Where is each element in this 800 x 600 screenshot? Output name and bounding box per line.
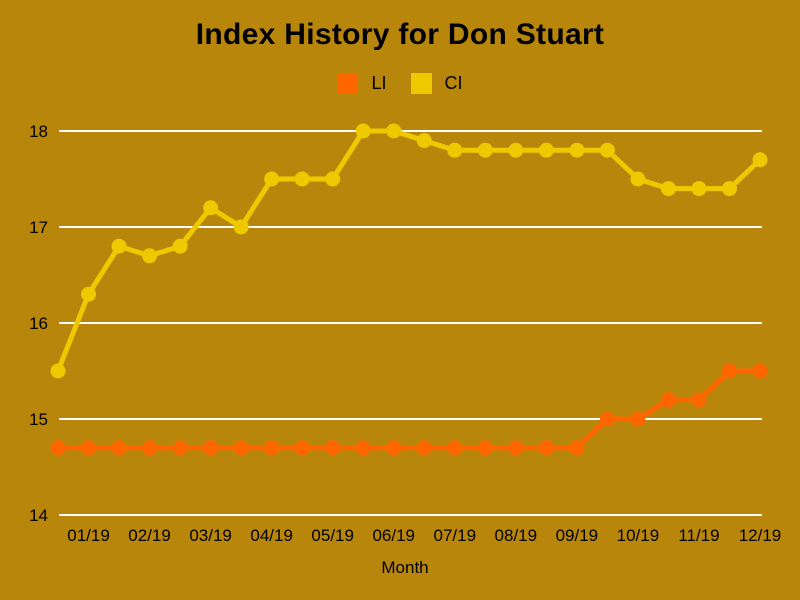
data-point-ci <box>752 152 768 168</box>
data-point-li <box>264 440 280 456</box>
data-point-li <box>569 440 585 456</box>
x-tick-label: 02/19 <box>128 526 171 545</box>
x-tick-label: 10/19 <box>617 526 660 545</box>
data-point-li <box>172 440 188 456</box>
data-point-li <box>752 363 768 379</box>
data-point-li <box>386 440 402 456</box>
data-point-li <box>325 440 341 456</box>
data-point-li <box>203 440 219 456</box>
data-point-li <box>142 440 158 456</box>
data-point-li <box>599 411 615 427</box>
data-point-ci <box>721 181 737 197</box>
legend-item-li: LI <box>337 73 387 94</box>
data-point-li <box>50 440 66 456</box>
data-point-ci <box>538 142 554 158</box>
data-point-ci <box>599 142 615 158</box>
data-point-ci <box>111 238 127 254</box>
data-point-li <box>111 440 127 456</box>
data-point-li <box>294 440 310 456</box>
y-tick-label: 18 <box>29 122 48 141</box>
series-line-li <box>58 368 760 451</box>
data-point-li <box>538 440 554 456</box>
data-point-ci <box>325 171 341 187</box>
data-point-li <box>691 392 707 408</box>
y-tick-label: 16 <box>29 314 48 333</box>
data-point-li <box>81 440 97 456</box>
data-point-ci <box>660 181 676 197</box>
legend-swatch-li-icon <box>337 73 359 94</box>
x-axis-title: Month <box>381 558 428 577</box>
data-point-ci <box>386 123 402 139</box>
x-tick-label: 11/19 <box>678 526 719 545</box>
x-tick-label: 01/19 <box>67 526 110 545</box>
data-point-ci <box>172 238 188 254</box>
data-point-li <box>721 363 737 379</box>
x-tick-label: 05/19 <box>311 526 354 545</box>
data-point-ci <box>294 171 310 187</box>
legend-label-li: LI <box>371 73 387 93</box>
x-tick-label: 03/19 <box>189 526 232 545</box>
data-point-li <box>508 440 524 456</box>
data-point-ci <box>569 142 585 158</box>
data-point-li <box>477 440 493 456</box>
chart-title: Index History for Don Stuart <box>195 18 605 51</box>
x-tick-label: 08/19 <box>495 526 538 545</box>
data-point-li <box>630 411 646 427</box>
y-tick-label: 17 <box>29 218 48 237</box>
data-point-li <box>355 440 371 456</box>
legend: LI CI <box>0 73 800 94</box>
x-tick-label: 04/19 <box>250 526 293 545</box>
data-point-ci <box>142 248 158 264</box>
data-point-li <box>233 440 249 456</box>
legend-label-ci: CI <box>444 73 463 93</box>
series-line-ci <box>55 128 762 372</box>
data-point-ci <box>416 133 432 149</box>
x-tick-label: 12/19 <box>739 526 782 545</box>
data-point-li <box>447 440 463 456</box>
data-point-ci <box>447 142 463 158</box>
data-point-ci <box>508 142 524 158</box>
y-tick-label: 15 <box>29 410 48 429</box>
data-point-ci <box>50 363 66 379</box>
data-point-ci <box>81 286 97 302</box>
legend-swatch-ci-icon <box>410 73 432 94</box>
data-point-ci <box>355 123 371 139</box>
x-tick-label: 09/19 <box>556 526 599 545</box>
data-point-ci <box>264 171 280 187</box>
data-point-li <box>660 392 676 408</box>
x-tick-label: 06/19 <box>372 526 415 545</box>
data-point-ci <box>691 181 707 197</box>
x-tick-label: 07/19 <box>434 526 477 545</box>
data-point-ci <box>203 200 219 216</box>
data-point-ci <box>233 219 249 235</box>
legend-item-ci: CI <box>410 73 463 94</box>
data-point-ci <box>630 171 646 187</box>
data-point-ci <box>477 142 493 158</box>
y-tick-label: 14 <box>29 506 48 525</box>
data-point-li <box>416 440 432 456</box>
